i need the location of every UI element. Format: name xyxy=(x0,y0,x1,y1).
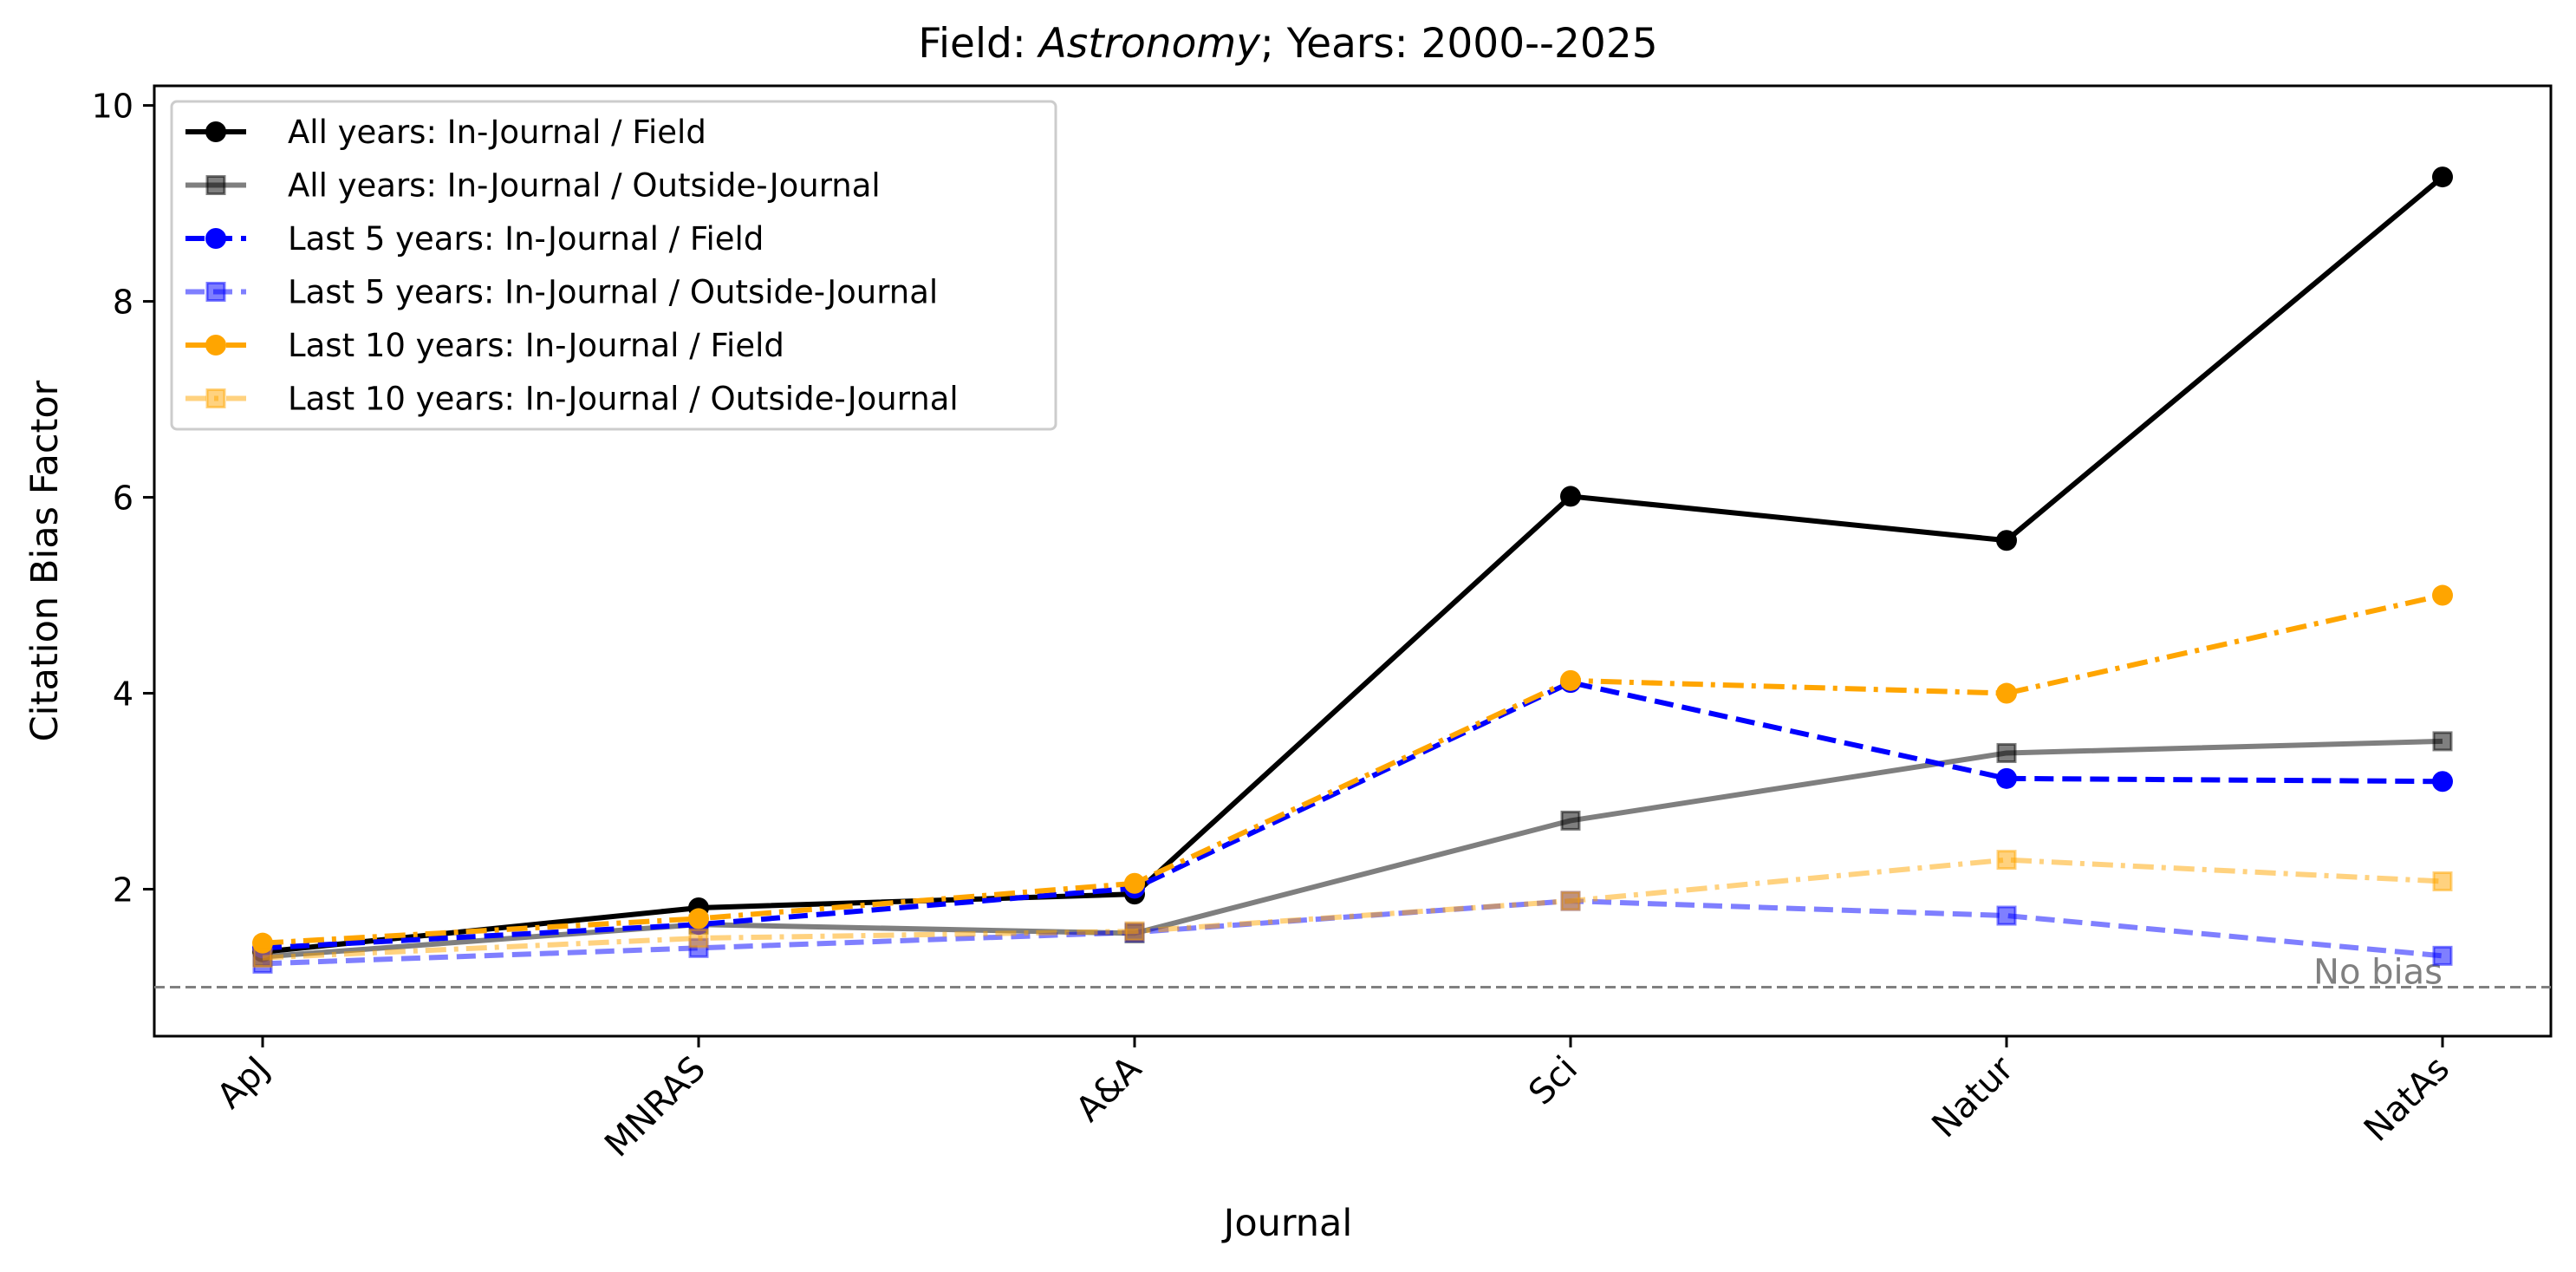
y-axis-label: Citation Bias Factor xyxy=(23,380,67,741)
legend-item: Last 10 years: In-Journal / Field xyxy=(185,327,784,364)
x-tick-label: NatAs xyxy=(2357,1049,2457,1150)
data-point xyxy=(2432,945,2453,966)
data-point xyxy=(1996,530,2017,551)
data-point xyxy=(2432,584,2453,606)
series-line xyxy=(262,857,2443,961)
y-axis: 2 4 6 8 10 xyxy=(92,88,154,910)
data-point xyxy=(1996,767,2017,789)
legend-item: All years: In-Journal / Field xyxy=(185,114,706,151)
legend-item: Last 5 years: In-Journal / Field xyxy=(185,220,764,258)
y-tick-label: 8 xyxy=(113,284,133,322)
series-line xyxy=(262,592,2443,946)
data-point xyxy=(2432,166,2453,188)
series-5 xyxy=(252,584,2453,954)
legend-label: Last 10 years: In-Journal / Outside-Jour… xyxy=(288,381,959,418)
legend-marker xyxy=(205,175,226,195)
legend-marker xyxy=(205,282,226,302)
x-tick-label: ApJ xyxy=(210,1049,277,1117)
legend-label: Last 5 years: In-Journal / Field xyxy=(288,220,764,258)
series-line xyxy=(262,174,2444,955)
legend-item: Last 5 years: In-Journal / Outside-Journ… xyxy=(185,274,938,311)
data-point xyxy=(1996,905,2017,926)
series-group xyxy=(252,166,2453,974)
x-axis: ApJ MNRAS A&A Sci Natur NatAs xyxy=(210,1036,2457,1164)
data-point xyxy=(1996,742,2017,763)
y-tick-label: 6 xyxy=(113,479,133,518)
legend: All years: In-Journal / Field All years: … xyxy=(170,100,1057,431)
legend-marker xyxy=(205,388,226,408)
legend-marker xyxy=(205,228,226,249)
y-tick-label: 2 xyxy=(113,871,133,910)
legend-marker xyxy=(205,121,226,142)
legend-label: Last 5 years: In-Journal / Outside-Journ… xyxy=(288,274,938,311)
legend-label: All years: In-Journal / Field xyxy=(288,114,706,151)
data-point xyxy=(1560,486,1581,507)
data-point xyxy=(2432,871,2453,891)
data-point xyxy=(688,908,709,930)
series-line xyxy=(262,680,2443,951)
data-point xyxy=(2432,771,2453,793)
legend-marker xyxy=(205,335,226,356)
data-point xyxy=(1996,682,2017,704)
legend-item: Last 10 years: In-Journal / Outside-Jour… xyxy=(185,381,959,418)
no-bias-label: No bias xyxy=(2313,953,2443,993)
x-axis-label: Journal xyxy=(1221,1202,1353,1245)
data-point xyxy=(1560,669,1581,691)
x-tick-label: Sci xyxy=(1521,1049,1585,1113)
series-6 xyxy=(252,850,2453,969)
reference-line-group: No bias xyxy=(154,953,2551,993)
data-point xyxy=(1560,810,1581,831)
data-point xyxy=(688,928,709,949)
data-point xyxy=(1124,921,1145,942)
chart-title: Field: Astronomy; Years: 2000--2025 xyxy=(918,20,1657,68)
legend-box xyxy=(170,100,1057,431)
x-tick-label: A&A xyxy=(1069,1048,1150,1130)
data-point xyxy=(1560,890,1581,911)
legend-item: All years: In-Journal / Outside-Journal xyxy=(185,167,881,205)
x-tick-label: MNRAS xyxy=(597,1049,713,1165)
legend-label: All years: In-Journal / Outside-Journal xyxy=(288,167,881,205)
series-1 xyxy=(252,166,2453,962)
data-point xyxy=(252,948,273,969)
y-tick-label: 4 xyxy=(113,675,133,714)
data-point xyxy=(1996,850,2017,871)
legend-label: Last 10 years: In-Journal / Field xyxy=(288,327,784,364)
y-tick-label: 10 xyxy=(92,88,133,126)
data-point xyxy=(1124,872,1145,894)
data-point xyxy=(2432,731,2453,752)
x-tick-label: Natur xyxy=(1924,1048,2021,1145)
plot-area xyxy=(153,84,2553,1038)
